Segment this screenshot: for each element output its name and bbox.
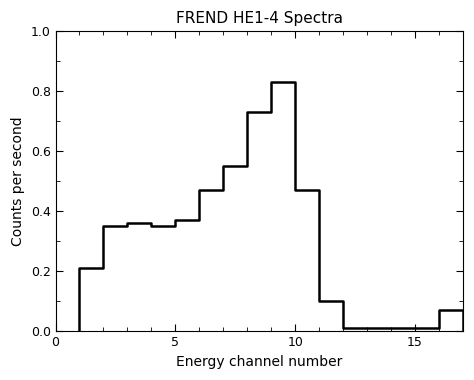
Y-axis label: Counts per second: Counts per second xyxy=(11,117,25,246)
Title: FREND HE1-4 Spectra: FREND HE1-4 Spectra xyxy=(176,11,343,26)
X-axis label: Energy channel number: Energy channel number xyxy=(176,355,342,369)
